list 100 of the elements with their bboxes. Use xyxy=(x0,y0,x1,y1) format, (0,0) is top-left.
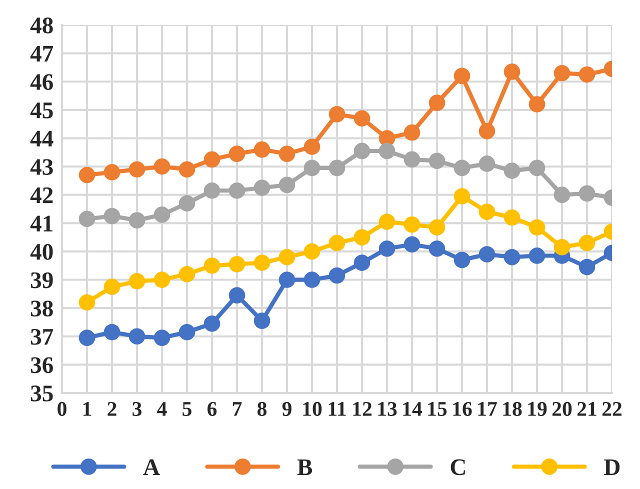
x-tick-label: 4 xyxy=(157,402,167,416)
point xyxy=(278,176,296,194)
x-tick-label: 19 xyxy=(528,402,547,416)
y-tick-label: 45 xyxy=(30,102,53,118)
point xyxy=(454,68,470,84)
point xyxy=(528,160,546,176)
y-tick-label: 43 xyxy=(30,159,53,175)
point xyxy=(504,248,520,266)
x-tick-label: 3 xyxy=(132,402,142,416)
point xyxy=(178,266,196,282)
point xyxy=(578,234,596,252)
x-tick-label: 22 xyxy=(602,402,622,416)
x-tick-label: 1 xyxy=(83,402,92,416)
y-tick-label: 42 xyxy=(30,187,53,204)
y-tick-label: 46 xyxy=(30,74,53,90)
point xyxy=(428,219,446,236)
point xyxy=(554,64,570,82)
point xyxy=(154,272,170,288)
x-tick-label: 10 xyxy=(303,402,322,416)
point xyxy=(454,252,470,268)
y-tick-label: 44 xyxy=(30,130,54,146)
point xyxy=(354,142,370,160)
point xyxy=(328,267,346,284)
point xyxy=(504,209,520,226)
y-tick-label: 48 xyxy=(30,17,53,34)
point xyxy=(128,328,146,345)
point xyxy=(178,195,196,212)
point xyxy=(354,254,370,271)
x-tick-label: 14 xyxy=(403,402,422,416)
legend-label: D xyxy=(604,459,620,475)
point xyxy=(154,206,170,223)
point xyxy=(278,272,296,288)
y-tick-label: 35 xyxy=(30,386,53,402)
point xyxy=(78,210,96,228)
point xyxy=(78,330,96,346)
point xyxy=(404,124,420,141)
point xyxy=(278,248,296,266)
y-tick-label: 41 xyxy=(30,216,52,232)
x-tick-label: 9 xyxy=(282,402,292,416)
y-tick-label: 36 xyxy=(30,357,53,374)
point xyxy=(478,204,496,220)
x-tick-label: 5 xyxy=(182,402,192,416)
point xyxy=(128,161,146,178)
point xyxy=(178,324,196,340)
y-tick-label: 40 xyxy=(30,244,53,260)
point xyxy=(228,287,246,304)
x-tick-label: 11 xyxy=(328,402,346,416)
point xyxy=(204,182,220,199)
x-tick-label: 15 xyxy=(428,402,447,416)
point xyxy=(354,229,370,246)
x-tick-label: 20 xyxy=(552,402,572,416)
point xyxy=(104,324,120,340)
point xyxy=(378,142,396,160)
point xyxy=(428,152,446,170)
y-tick-label: 37 xyxy=(30,328,54,345)
x-tick-label: 21 xyxy=(577,402,596,416)
point xyxy=(304,160,320,176)
point xyxy=(254,254,270,271)
point xyxy=(378,214,396,230)
point xyxy=(204,151,220,168)
x-tick-label: 12 xyxy=(353,402,372,416)
point xyxy=(304,272,320,288)
point xyxy=(428,94,446,112)
point xyxy=(478,246,496,262)
legend-label: A xyxy=(143,459,160,475)
point xyxy=(354,110,370,127)
point xyxy=(78,166,96,184)
point xyxy=(328,106,346,122)
point xyxy=(178,161,196,178)
point xyxy=(128,273,146,290)
point xyxy=(528,96,546,112)
point xyxy=(328,234,346,252)
point xyxy=(254,180,270,196)
point xyxy=(78,294,96,311)
point xyxy=(328,160,346,176)
point xyxy=(578,185,596,202)
point xyxy=(104,278,120,296)
point xyxy=(104,164,120,180)
point xyxy=(554,186,570,204)
point xyxy=(428,240,446,257)
x-tick-label: 17 xyxy=(478,402,497,416)
x-tick-label: 2 xyxy=(108,402,116,416)
point xyxy=(254,312,270,329)
point xyxy=(378,240,396,257)
point xyxy=(478,122,496,140)
point xyxy=(128,212,146,228)
point xyxy=(278,146,296,162)
x-tick-label: 0 xyxy=(58,402,66,416)
point xyxy=(578,66,596,83)
point xyxy=(104,208,120,224)
point xyxy=(154,330,170,346)
point xyxy=(528,219,546,236)
point xyxy=(154,158,170,175)
point xyxy=(478,156,496,172)
x-tick-label: 7 xyxy=(232,402,242,416)
y-tick-label: 39 xyxy=(30,272,53,288)
point xyxy=(404,236,420,253)
legend-label: C xyxy=(450,459,465,476)
point xyxy=(504,162,520,179)
x-tick-label: 13 xyxy=(378,402,397,416)
